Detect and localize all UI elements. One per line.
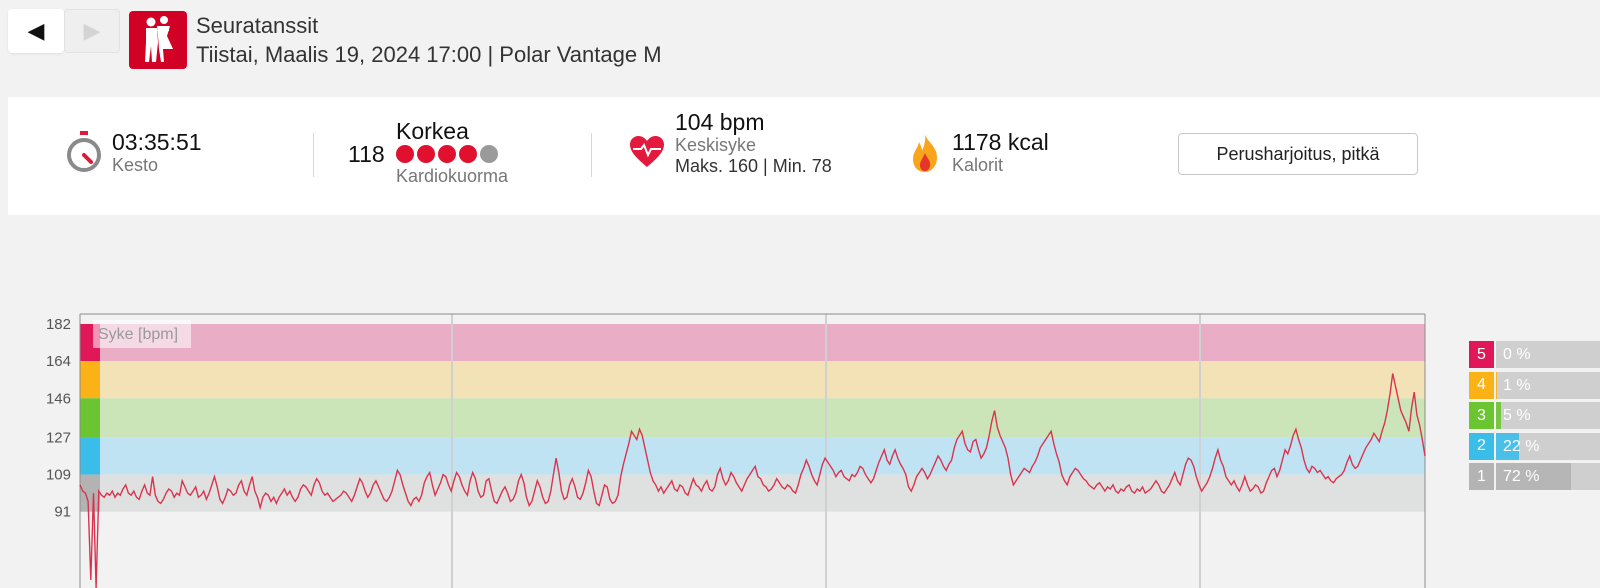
zone-fill (1496, 402, 1502, 429)
heart-rate-max-min: Maks. 160 | Min. 78 (675, 156, 832, 176)
y-tick-label: 146 (46, 390, 71, 407)
zone-fill (1496, 463, 1571, 490)
cardio-dot-3 (438, 145, 456, 163)
zone-percent: 22 % (1503, 437, 1540, 455)
arrow-left-icon: ◀ (27, 18, 45, 44)
zone-track: 1 % (1496, 371, 1600, 399)
flame-icon (913, 134, 938, 172)
zone-row-4: 4 1 % (1469, 371, 1600, 399)
zone-percent: 72 % (1503, 468, 1540, 485)
sport-name: Seuratanssit (196, 13, 319, 38)
zone-track: 22 % (1496, 432, 1600, 460)
zone-row-3: 3 5 % (1469, 402, 1600, 429)
zone-marker-1 (80, 474, 100, 512)
zone-row-5: 5 0 % (1469, 341, 1600, 368)
zone-number: 1 (1469, 463, 1494, 490)
zone-band-4 (100, 361, 1425, 399)
y-tick-label: 109 (46, 467, 71, 484)
zone-percent: 0 % (1503, 346, 1531, 363)
next-session-button[interactable]: ▶ (64, 9, 120, 53)
zone-marker-2 (80, 437, 100, 475)
zone-percent: 1 % (1503, 376, 1531, 394)
zone-track: 5 % (1496, 402, 1600, 429)
heart-rate-chart: 182 164 146 127 109 91 Syke [bpm] (46, 313, 1426, 588)
zone-number: 3 (1469, 402, 1494, 429)
zone-number: 5 (1469, 341, 1494, 368)
arrow-right-icon: ▶ (83, 18, 101, 44)
session-date-device: Tiistai, Maalis 19, 2024 17:00 | Polar V… (196, 42, 662, 67)
heart-rate-line (79, 373, 1426, 588)
cardio-dot-2 (417, 145, 435, 163)
heart-icon (630, 136, 664, 167)
zone-row-1: 1 72 % (1469, 463, 1600, 490)
average-heart-rate: 104 bpm (675, 109, 765, 135)
chart-title-bg (93, 320, 191, 348)
dancing-couple-icon (129, 11, 187, 69)
y-tick-label: 182 (46, 316, 71, 333)
y-tick-label: 164 (46, 353, 71, 370)
cardio-load-dots (396, 145, 498, 163)
navigation-buttons: ◀ ▶ (8, 9, 120, 53)
cardio-load-value: 118 (348, 141, 385, 167)
calories-value: 1178 kcal (952, 129, 1049, 155)
cardio-dot-5 (480, 145, 498, 163)
zone-number: 4 (1469, 371, 1494, 399)
stopwatch-icon (67, 131, 101, 172)
zone-track: 72 % (1496, 463, 1600, 490)
zone-marker-4 (80, 361, 100, 399)
zone-band-2 (100, 437, 1425, 475)
zone-fill (1496, 432, 1519, 460)
y-tick-label: 91 (54, 504, 71, 521)
zone-percent: 5 % (1503, 407, 1531, 424)
duration-label: Kesto (112, 155, 159, 175)
zone-marker-3 (80, 398, 100, 438)
duration-value: 03:35:51 (112, 129, 202, 155)
cardio-load-level: Korkea (396, 118, 469, 144)
zone-band-5 (100, 324, 1425, 362)
zone-band-1 (100, 474, 1425, 512)
zone-row-2: 2 22 % (1469, 432, 1600, 460)
cardio-dot-1 (396, 145, 414, 163)
zone-number: 2 (1469, 432, 1494, 460)
y-tick-label: 127 (46, 429, 71, 446)
average-heart-rate-label: Keskisyke (675, 135, 757, 155)
cardio-load-label: Kardiokuorma (396, 166, 509, 186)
divider (313, 133, 314, 177)
divider (591, 133, 592, 177)
zone-track: 0 % (1496, 341, 1600, 368)
training-benefit-button[interactable]: Perusharjoitus, pitkä (1178, 133, 1418, 175)
zone-band-3 (100, 398, 1425, 438)
previous-session-button[interactable]: ◀ (8, 9, 64, 53)
calories-label: Kalorit (952, 155, 1004, 175)
session-summary-panel: 03:35:51 Kesto 118 Korkea Kardiokuorma 1… (8, 97, 1600, 215)
cardio-dot-4 (459, 145, 477, 163)
zone-fill (1496, 371, 1498, 399)
chart-title: Syke [bpm] (98, 326, 178, 343)
